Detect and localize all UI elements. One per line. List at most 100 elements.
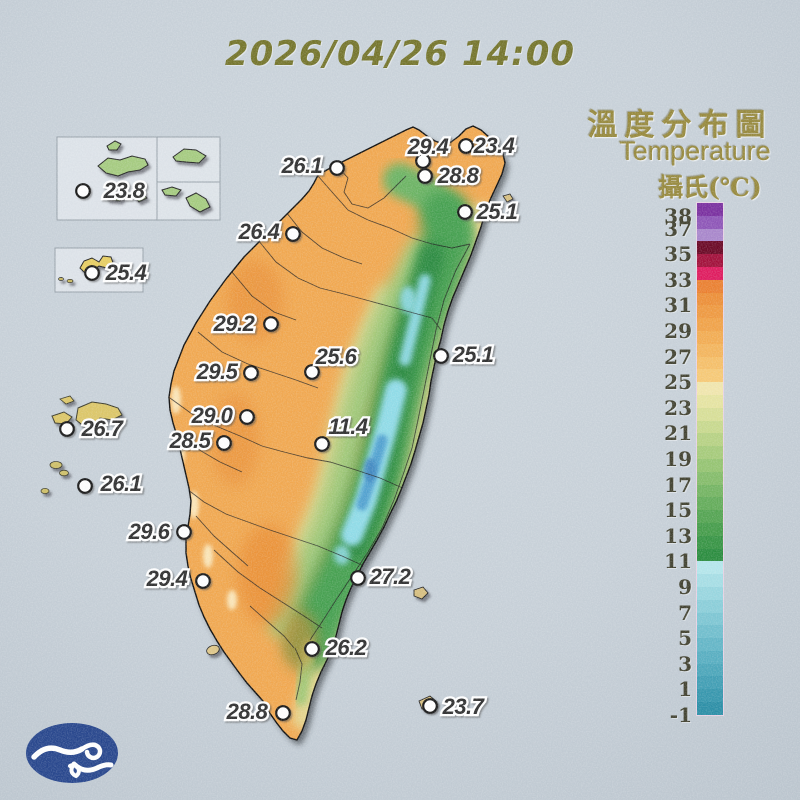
station-value: 29.2 bbox=[213, 311, 256, 336]
colorbar-tick: 7 bbox=[678, 600, 692, 625]
station-value: 25.6 bbox=[315, 344, 358, 369]
station-marker bbox=[304, 641, 320, 657]
station-value: 26.1 bbox=[281, 153, 323, 178]
station-value: 25.1 bbox=[476, 199, 518, 224]
colorbar-segment bbox=[697, 650, 723, 664]
colorbar-segment bbox=[697, 382, 723, 395]
station-marker bbox=[422, 698, 438, 714]
station-marker bbox=[75, 183, 91, 199]
colorbar-tick: 9 bbox=[678, 575, 692, 599]
colorbar-segment bbox=[697, 305, 723, 319]
colorbar-tick: 29 bbox=[664, 319, 692, 343]
station-value: 26.7 bbox=[81, 416, 125, 441]
station-value: 26.4 bbox=[238, 219, 280, 244]
station-marker bbox=[275, 705, 291, 721]
colorbar-tick: -1 bbox=[669, 703, 692, 727]
station-marker bbox=[77, 478, 93, 494]
station-value: 29.4 bbox=[407, 134, 449, 159]
temperature-colorbar bbox=[697, 203, 723, 715]
station-marker bbox=[243, 365, 259, 381]
legend-unit-celsius: 攝氏(℃) bbox=[658, 173, 762, 202]
colorbar-segment bbox=[697, 433, 723, 447]
colorbar-segment bbox=[697, 510, 723, 523]
colorbar-segment bbox=[697, 625, 723, 639]
colorbar-segment bbox=[697, 471, 723, 485]
colorbar-segment bbox=[697, 497, 723, 511]
station-marker bbox=[216, 435, 232, 451]
station: 29.6 bbox=[125, 517, 192, 546]
colorbar-segment bbox=[697, 522, 723, 536]
station-value: 28.8 bbox=[226, 699, 269, 724]
colorbar-segment bbox=[697, 702, 723, 715]
colorbar-segment bbox=[697, 394, 723, 408]
station: 25.1 bbox=[433, 340, 496, 369]
colorbar-segment bbox=[697, 330, 723, 344]
station-value: 26.2 bbox=[325, 635, 368, 660]
colorbar-tick: 21 bbox=[664, 421, 692, 446]
station-marker bbox=[458, 138, 474, 154]
colorbar-tick: 27 bbox=[664, 344, 692, 369]
cwb-logo bbox=[26, 723, 118, 783]
colorbar-segment bbox=[697, 241, 723, 255]
station-value: 26.1 bbox=[100, 471, 142, 496]
colorbar-segment bbox=[697, 586, 723, 600]
station-marker bbox=[285, 226, 301, 242]
colorbar-segment bbox=[697, 458, 723, 472]
colorbar-segment bbox=[697, 318, 723, 331]
station-value: 29.5 bbox=[196, 359, 239, 384]
colorbar-segment bbox=[697, 599, 723, 613]
colorbar-segment bbox=[697, 369, 723, 383]
station-value: 23.4 bbox=[473, 133, 515, 158]
colorbar-tick: 17 bbox=[664, 472, 692, 497]
colorbar-tick: 33 bbox=[664, 267, 692, 292]
liuqiu-island bbox=[206, 644, 220, 656]
station-marker bbox=[195, 573, 211, 589]
colorbar-segment bbox=[697, 574, 723, 587]
station-value: 25.4 bbox=[105, 260, 147, 285]
colorbar-segment bbox=[697, 446, 723, 459]
colorbar-tick: 31 bbox=[664, 293, 692, 318]
colorbar-tick: 35 bbox=[664, 242, 692, 267]
colorbar-segment bbox=[697, 420, 723, 434]
station-value: 23.8 bbox=[103, 178, 146, 203]
colorbar-segment bbox=[697, 292, 723, 306]
station-marker bbox=[263, 316, 279, 332]
colorbar-tick: 3 bbox=[678, 651, 692, 676]
station-marker bbox=[329, 160, 345, 176]
station: 26.1 bbox=[278, 151, 345, 180]
colorbar-segment bbox=[697, 215, 723, 229]
colorbar-tick: 25 bbox=[664, 370, 692, 395]
station-value: 23.7 bbox=[442, 694, 486, 719]
station-marker bbox=[176, 524, 192, 540]
colorbar-tick: 13 bbox=[664, 523, 692, 548]
green-island bbox=[413, 586, 429, 600]
colorbar-segment bbox=[697, 676, 723, 690]
colorbar-segment bbox=[697, 356, 723, 370]
station: 26.1 bbox=[77, 469, 144, 498]
colorbar-segment bbox=[697, 663, 723, 677]
colorbar-segment bbox=[697, 343, 723, 357]
station-marker bbox=[84, 265, 100, 281]
colorbar-segment bbox=[697, 689, 723, 703]
colorbar-tick: 5 bbox=[678, 626, 692, 651]
colorbar-segment bbox=[697, 407, 723, 421]
station-marker bbox=[417, 168, 433, 184]
colorbar-tick: 11 bbox=[664, 549, 692, 574]
colorbar-segment bbox=[697, 279, 723, 293]
colorbar-tick: 15 bbox=[664, 498, 692, 523]
colorbar-tick: 1 bbox=[678, 677, 692, 702]
station-value: 27.2 bbox=[369, 564, 412, 589]
colorbar-segment bbox=[697, 484, 723, 498]
station-marker bbox=[350, 570, 366, 586]
station-marker bbox=[433, 348, 449, 364]
station-marker bbox=[457, 204, 473, 220]
colorbar-segment bbox=[697, 638, 723, 651]
colorbar-segment bbox=[697, 266, 723, 280]
station-value: 29.6 bbox=[128, 519, 171, 544]
date-title: 2026/04/26 14:00 bbox=[224, 34, 576, 74]
colorbar-segment bbox=[697, 535, 723, 549]
station-value: 28.5 bbox=[169, 428, 212, 453]
station-marker bbox=[314, 436, 330, 452]
colorbar-segment bbox=[697, 228, 723, 242]
